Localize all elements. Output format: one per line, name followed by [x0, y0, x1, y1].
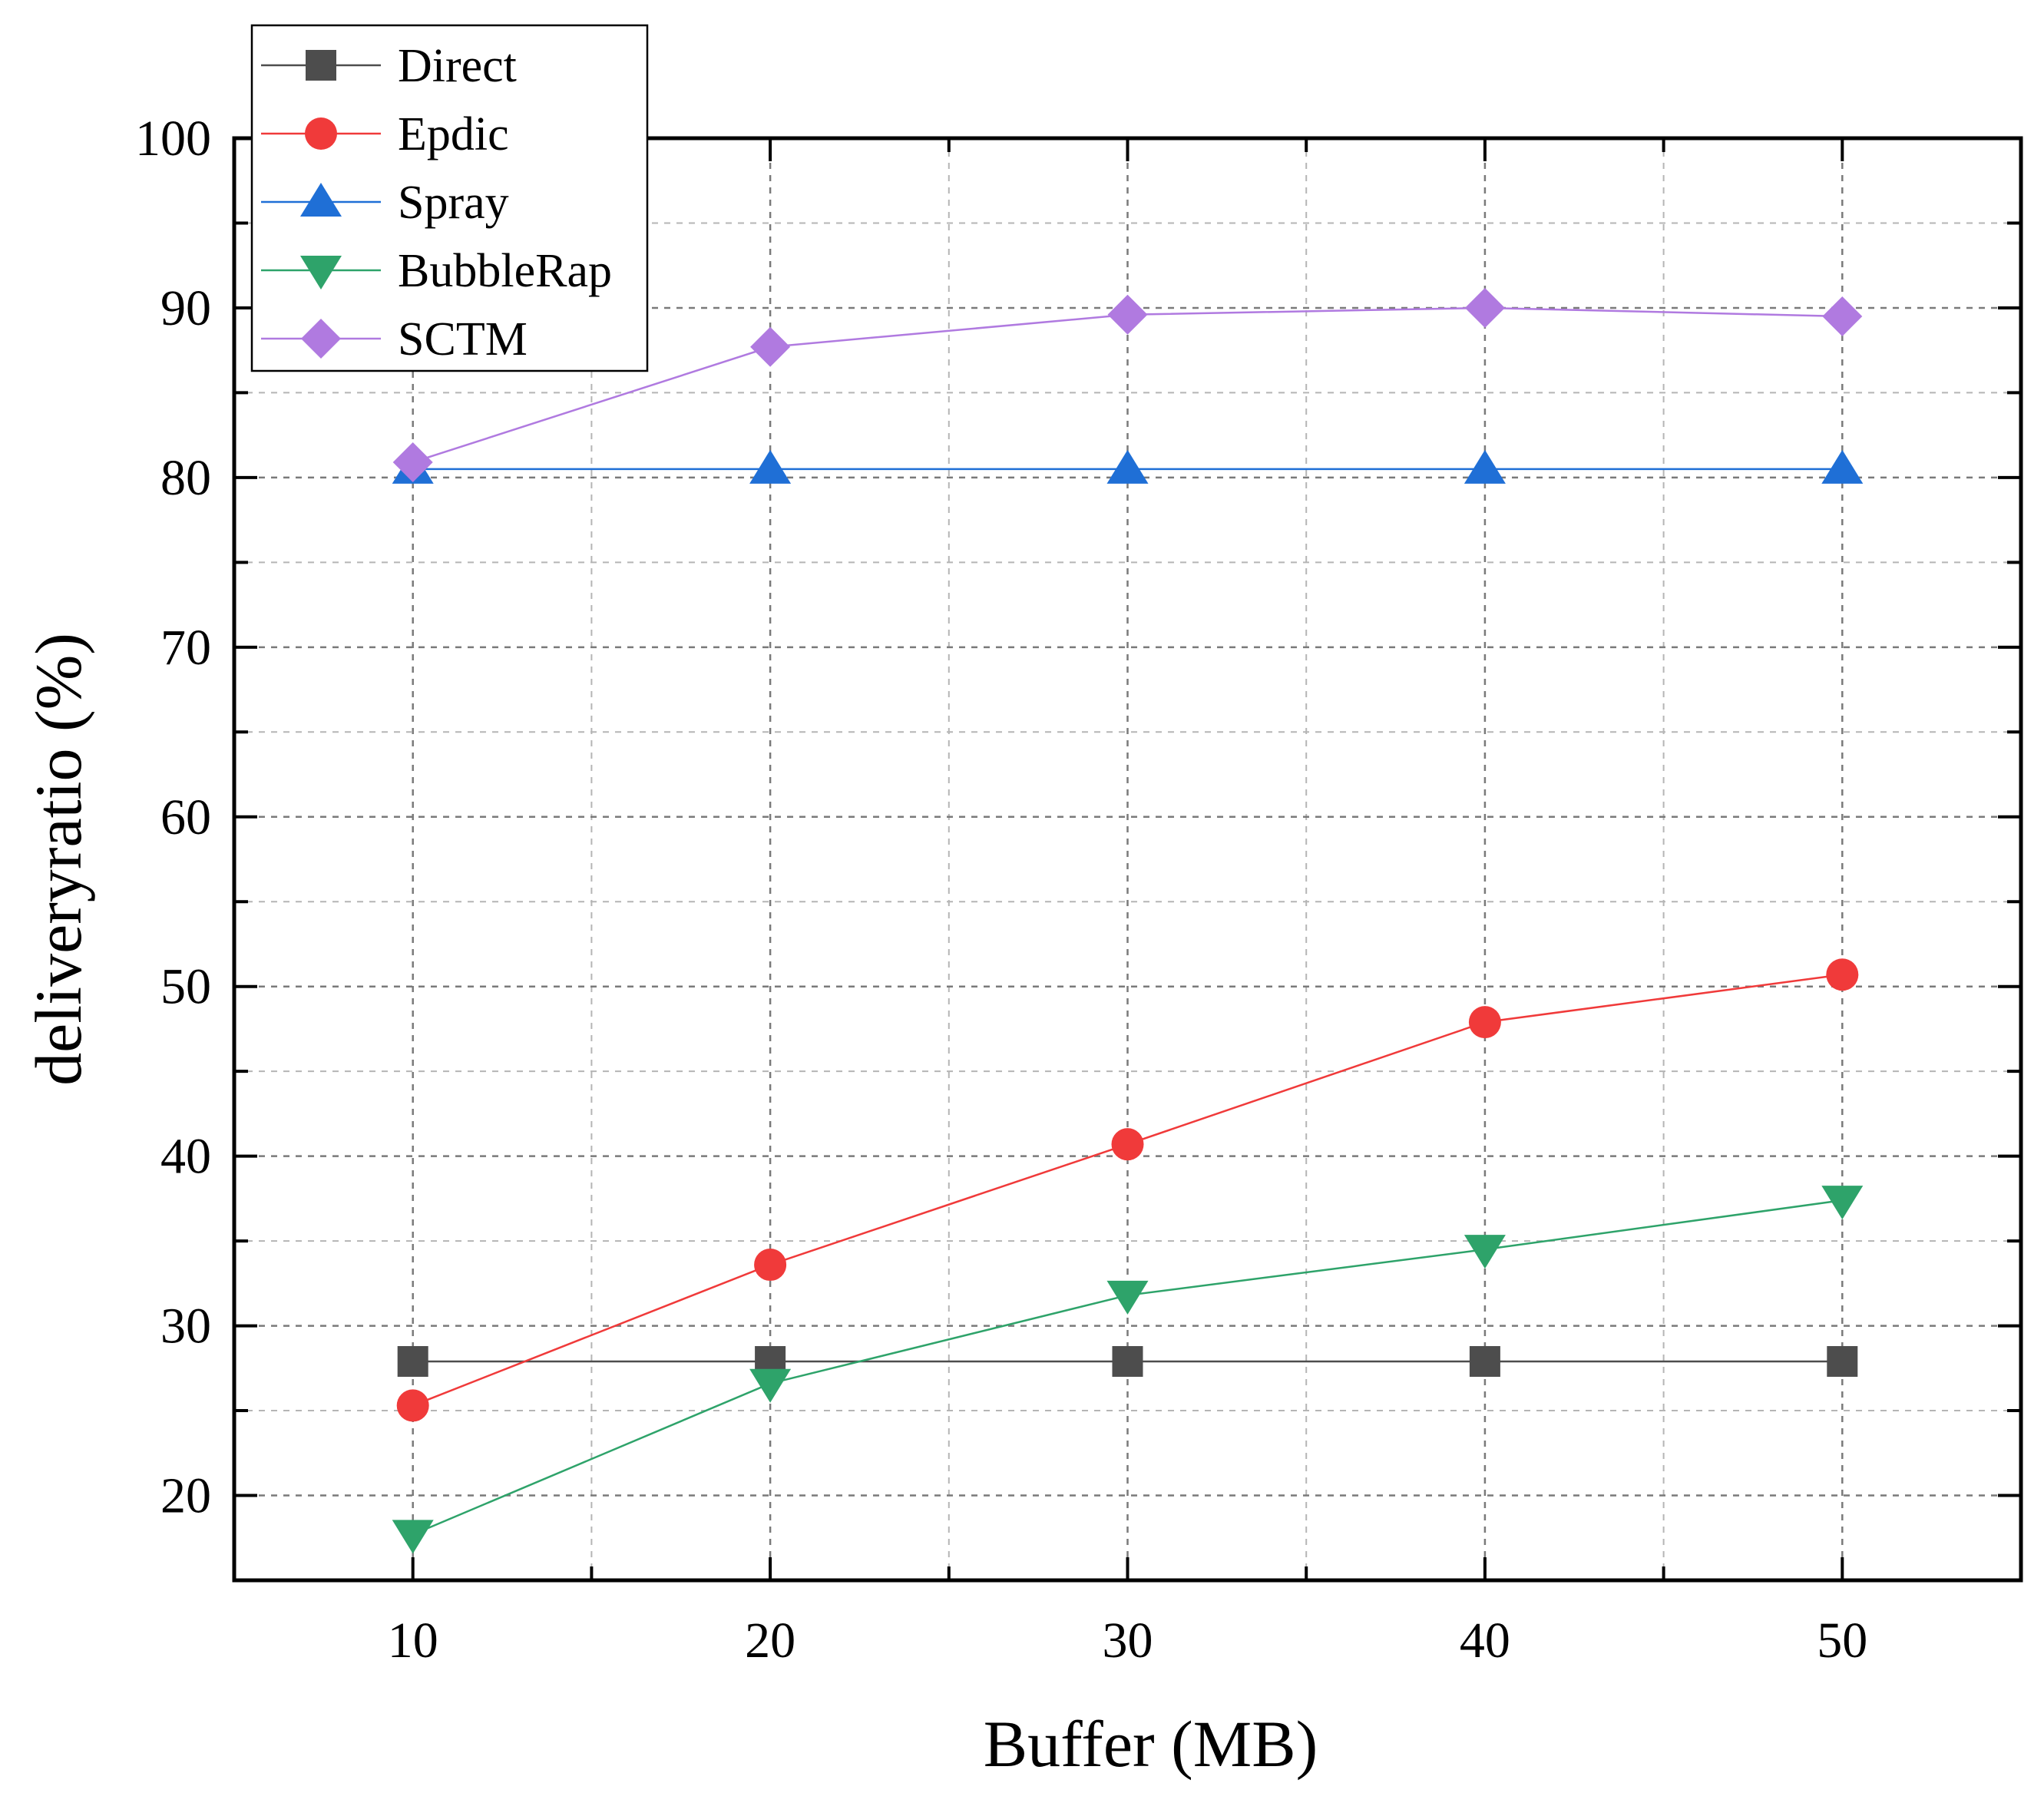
- legend: Direct Epdic Spray BubbleRap SCTM: [250, 24, 649, 372]
- y-tick-label: 40: [160, 1129, 211, 1185]
- legend-label-sctm: SCTM: [398, 313, 528, 366]
- x-tick-label: 20: [745, 1613, 795, 1669]
- ticks: [234, 137, 2021, 1580]
- y-tick-label: 20: [160, 1468, 211, 1524]
- y-tick-label: 50: [160, 959, 211, 1015]
- legend-label-direct: Direct: [398, 40, 517, 92]
- legend-label-bubblerap: BubbleRap: [398, 245, 612, 297]
- data-point-sctm: [1464, 287, 1505, 328]
- data-point-sctm: [750, 326, 791, 367]
- legend-marker-bubblerap: [300, 256, 342, 289]
- legend-item-sctm: SCTM: [261, 313, 528, 366]
- data-point-epdic: [1468, 1006, 1501, 1039]
- data-point-epdic: [1111, 1128, 1144, 1161]
- legend-label-epdic: Epdic: [398, 108, 509, 160]
- y-tick-label: 70: [160, 620, 211, 676]
- data-point-epdic: [396, 1389, 429, 1422]
- plot-area: [234, 138, 2021, 1580]
- x-tick-label: 10: [388, 1613, 438, 1669]
- x-tick-label: 30: [1103, 1613, 1153, 1669]
- data-point-spray: [1821, 449, 1864, 484]
- y-tick-label: 100: [135, 111, 211, 167]
- data-point-direct: [1112, 1345, 1143, 1377]
- y-tick-label: 30: [160, 1298, 211, 1355]
- data-point-spray: [1106, 449, 1149, 484]
- legend-marker-spray: [300, 183, 342, 217]
- data-point-sctm: [1107, 294, 1148, 335]
- x-tick-label: 40: [1460, 1613, 1510, 1669]
- legend-item-direct: Direct: [261, 40, 517, 92]
- data-point-bubblerap: [1464, 1235, 1506, 1269]
- x-axis-title: Buffer (MB): [984, 1707, 1318, 1781]
- data-point-epdic: [1826, 958, 1859, 991]
- legend-marker-direct: [306, 50, 336, 81]
- data-point-bubblerap: [1821, 1186, 1864, 1220]
- series-sctm: [392, 287, 1863, 482]
- data-point-bubblerap: [392, 1520, 434, 1554]
- legend-item-spray: Spray: [261, 177, 509, 229]
- series-bubblerap: [392, 1186, 1864, 1554]
- data-point-sctm: [1822, 296, 1863, 336]
- x-tick-label: 50: [1817, 1613, 1867, 1669]
- y-tick-label: 80: [160, 450, 211, 506]
- y-tick-label: 90: [160, 280, 211, 336]
- data-point-sctm: [392, 442, 433, 482]
- legend-label-spray: Spray: [398, 177, 509, 229]
- plot-frame: [232, 136, 2023, 1583]
- series-epdic: [396, 958, 1859, 1422]
- data-point-spray: [749, 449, 792, 484]
- legend-item-epdic: Epdic: [261, 108, 509, 160]
- legend-marker-epdic: [305, 117, 337, 150]
- data-point-spray: [1464, 449, 1506, 484]
- data-point-epdic: [754, 1249, 787, 1282]
- y-tick-label: 60: [160, 789, 211, 845]
- data-point-direct: [1469, 1345, 1500, 1377]
- data-point-bubblerap: [1106, 1280, 1149, 1315]
- data-point-direct: [1827, 1345, 1858, 1377]
- legend-item-bubblerap: BubbleRap: [261, 245, 612, 297]
- legend-marker-sctm: [301, 319, 341, 359]
- data-point-bubblerap: [749, 1368, 792, 1403]
- data-point-direct: [397, 1345, 428, 1377]
- y-axis-title: deliveryratio (%): [21, 633, 95, 1086]
